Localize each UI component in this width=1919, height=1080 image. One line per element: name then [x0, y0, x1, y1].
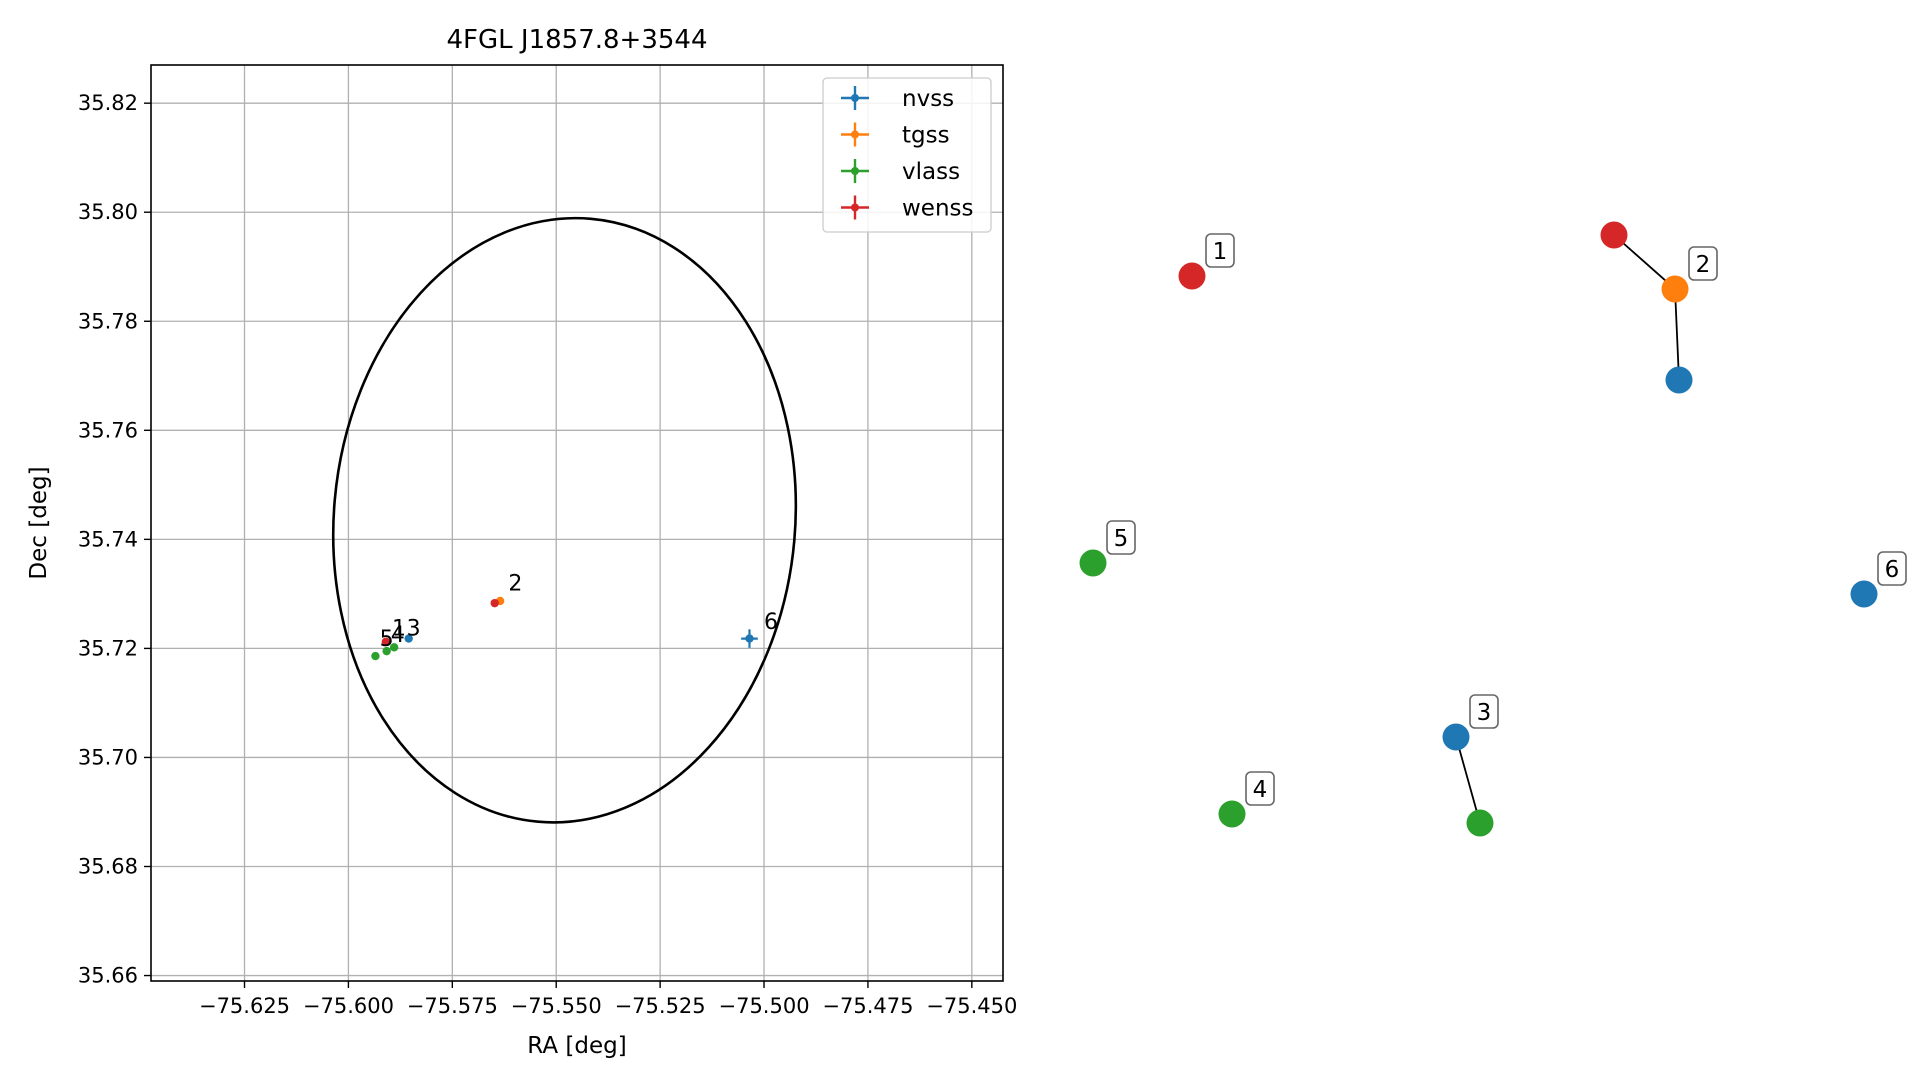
- error-ellipse: [331, 216, 798, 824]
- graph-node-label-box: [1688, 246, 1718, 281]
- data-point-vlass: [382, 646, 391, 656]
- graph-node: [1218, 800, 1246, 828]
- y-axis-label: Dec [deg]: [26, 466, 52, 579]
- y-tick-label: 35.72: [78, 636, 138, 660]
- graph-node-label-box: [1245, 771, 1275, 806]
- graph-edge: [1674, 288, 1680, 381]
- y-tick-label: 35.76: [78, 418, 138, 442]
- legend-item-nvss: nvss: [841, 86, 954, 112]
- graph-node: [1600, 221, 1628, 249]
- graph-node-label-box: [1469, 694, 1499, 729]
- point-annotation: 4: [391, 623, 405, 648]
- x-tick-label: −75.525: [615, 994, 706, 1018]
- legend-label: tgss: [902, 123, 950, 149]
- x-tick-label: −75.500: [718, 994, 809, 1018]
- x-tick-label: −75.600: [303, 994, 394, 1018]
- graph-node: [1442, 723, 1470, 751]
- graph-node: [1178, 262, 1206, 290]
- x-tick-label: −75.475: [822, 994, 913, 1018]
- point-annotation: 5: [380, 627, 394, 652]
- y-tick-label: 35.74: [78, 527, 138, 551]
- graph-node-label: 4: [1253, 777, 1268, 803]
- graph-node-label: 2: [1696, 252, 1711, 278]
- data-point-vlass: [371, 651, 380, 661]
- legend-label: nvss: [902, 86, 954, 112]
- y-tick-label: 35.80: [78, 200, 138, 224]
- legend-label: vlass: [902, 159, 960, 185]
- axes-frame: [150, 64, 1004, 982]
- chart-title: 4FGL J1857.8+3544: [447, 25, 708, 55]
- data-point-wenss: [381, 637, 391, 647]
- point-annotation: 1: [392, 616, 406, 641]
- data-point-wenss: [490, 598, 499, 608]
- graph-node-label: 1: [1213, 239, 1228, 265]
- graph-node: [1665, 366, 1693, 394]
- legend-marker-dot: [851, 203, 859, 212]
- y-tick-label: 35.66: [78, 964, 138, 988]
- graph-node: [1079, 549, 1107, 577]
- x-tick-label: −75.550: [511, 994, 602, 1018]
- x-tick-label: −75.625: [199, 994, 290, 1018]
- y-tick-label: 35.82: [78, 91, 138, 115]
- legend-marker-dot: [851, 130, 859, 139]
- data-point-vlass: [389, 643, 399, 652]
- graph-node-label-box: [1205, 233, 1235, 268]
- scatter-plot: 1 354 2 6 −75.625 −75.600 −75.575 −75.550 −75.52…: [26, 25, 1017, 1059]
- match-graph: 1 2 5 6 3 4: [1079, 221, 1907, 837]
- legend-box: [822, 77, 992, 233]
- data-point-nvss: [745, 634, 754, 643]
- graph-node-label: 3: [1477, 700, 1492, 726]
- point-annotation: 3: [407, 616, 421, 641]
- legend-item-tgss: tgss: [841, 122, 950, 149]
- legend-marker-dot: [851, 94, 859, 102]
- graph-node: [1466, 809, 1494, 837]
- graph-edge: [1455, 736, 1481, 824]
- data-point-nvss: [404, 634, 413, 643]
- graph-edge: [1613, 234, 1676, 290]
- graph-node: [1850, 580, 1878, 608]
- legend: nvss tgss vlass wenss: [822, 77, 992, 233]
- graph-node: [1661, 275, 1689, 303]
- legend-marker-dot: [851, 167, 859, 175]
- legend-label: wenss: [902, 196, 974, 222]
- graph-node-label-box: [1106, 520, 1136, 555]
- x-tick-label: −75.575: [407, 994, 498, 1018]
- legend-item-wenss: wenss: [841, 195, 974, 222]
- graph-node-label: 6: [1885, 557, 1900, 583]
- x-tick-label: −75.450: [926, 994, 1017, 1018]
- graph-node-label-box: [1877, 551, 1907, 586]
- x-axis-label: RA [deg]: [527, 1033, 626, 1059]
- legend-item-vlass: vlass: [841, 159, 960, 185]
- graph-node-label: 5: [1114, 526, 1129, 552]
- point-annotation: 2: [508, 572, 522, 597]
- y-tick-label: 35.70: [78, 745, 138, 769]
- y-tick-label: 35.68: [78, 855, 138, 879]
- y-tick-label: 35.78: [78, 309, 138, 333]
- point-annotation: 6: [764, 610, 778, 635]
